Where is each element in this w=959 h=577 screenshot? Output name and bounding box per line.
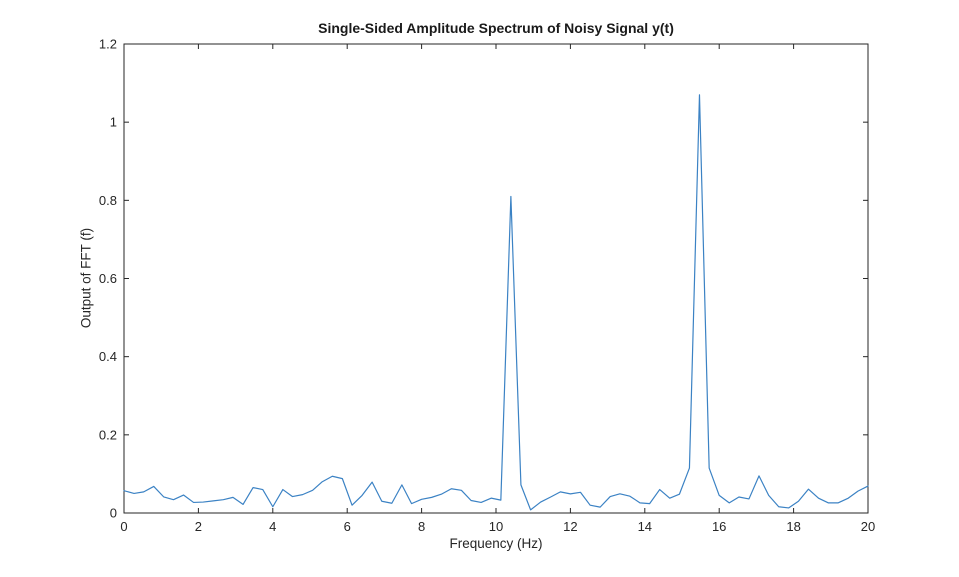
x-tick-label: 8 bbox=[418, 519, 425, 534]
x-tick-label: 16 bbox=[712, 519, 726, 534]
plot-box bbox=[123, 43, 869, 514]
y-tick-label: 1.2 bbox=[99, 37, 117, 52]
y-tick-label: 0.8 bbox=[99, 193, 117, 208]
y-tick-label: 0 bbox=[110, 506, 117, 521]
y-tick-label: 0.2 bbox=[99, 427, 117, 442]
x-tick-label: 6 bbox=[344, 519, 351, 534]
x-tick-label: 4 bbox=[269, 519, 276, 534]
x-tick-label: 12 bbox=[563, 519, 577, 534]
x-axis-label: Frequency (Hz) bbox=[449, 536, 543, 551]
signal-line bbox=[123, 94, 869, 511]
x-tick-label: 2 bbox=[195, 519, 202, 534]
chart-title: Single-Sided Amplitude Spectrum of Noisy… bbox=[318, 20, 674, 36]
x-tick-label: 10 bbox=[489, 519, 503, 534]
y-tick-label: 1 bbox=[110, 115, 117, 130]
y-tick-label: 0.4 bbox=[99, 349, 117, 364]
y-tick-label: 0.6 bbox=[99, 271, 117, 286]
x-tick-label: 20 bbox=[861, 519, 875, 534]
x-tick-label: 14 bbox=[638, 519, 652, 534]
x-tick-label: 0 bbox=[120, 519, 127, 534]
x-tick-label: 18 bbox=[786, 519, 800, 534]
